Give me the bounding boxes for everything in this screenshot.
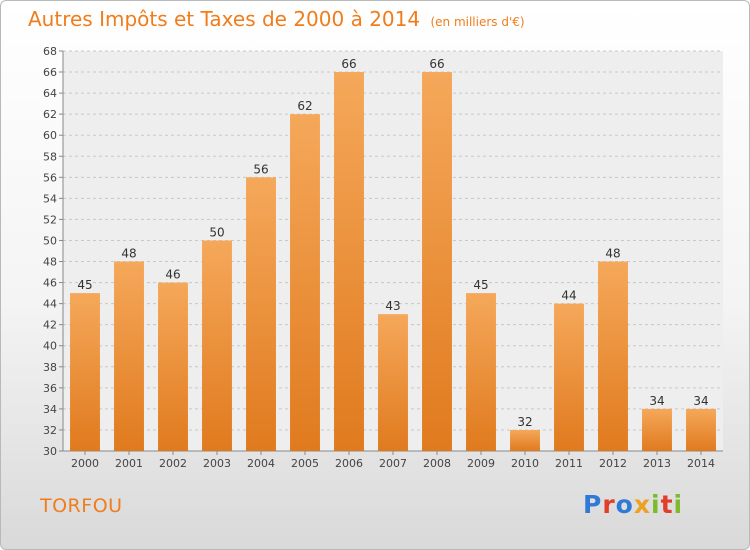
- y-tick-label: 48: [43, 256, 57, 269]
- y-tick-label: 34: [43, 403, 57, 416]
- y-tick-label: 60: [43, 129, 57, 142]
- logo-letter: i: [673, 490, 684, 519]
- data-label: 44: [561, 289, 576, 303]
- logo-letter: t: [660, 490, 674, 519]
- y-tick-label: 40: [43, 340, 57, 353]
- bar: [642, 408, 672, 451]
- y-tick-label: 46: [43, 277, 57, 290]
- bar: [422, 72, 452, 451]
- y-tick-label: 30: [43, 445, 57, 458]
- bar: [554, 303, 584, 451]
- data-label: 48: [121, 247, 136, 261]
- data-label: 66: [341, 57, 356, 71]
- data-label: 50: [209, 225, 224, 239]
- y-tick-label: 38: [43, 361, 57, 374]
- chart-title-text: Autres Impôts et Taxes de 2000 à 2014: [28, 7, 421, 31]
- chart-title: Autres Impôts et Taxes de 2000 à 2014 (e…: [28, 7, 525, 31]
- y-tick-label: 54: [43, 192, 57, 205]
- bar: [114, 261, 144, 451]
- x-tick-label: 2001: [115, 457, 143, 470]
- y-tick-label: 44: [43, 298, 57, 311]
- data-label: 62: [297, 99, 312, 113]
- y-tick-label: 52: [43, 213, 57, 226]
- bar: [466, 293, 496, 451]
- x-tick-label: 2005: [291, 457, 319, 470]
- logo-letter: x: [633, 490, 651, 519]
- bar: [290, 114, 320, 451]
- bar: [202, 240, 232, 451]
- y-tick-label: 62: [43, 108, 57, 121]
- data-label: 48: [605, 247, 620, 261]
- commune-name: TORFOU: [40, 495, 123, 517]
- data-label: 45: [77, 278, 92, 292]
- logo-letter: P: [583, 490, 603, 519]
- logo-letter: i: [651, 490, 661, 519]
- y-tick-label: 56: [43, 171, 57, 184]
- bar: [158, 282, 188, 451]
- y-tick-label: 36: [43, 382, 57, 395]
- y-tick-label: 66: [43, 66, 57, 79]
- bar: [334, 72, 364, 451]
- data-label: 45: [473, 278, 488, 292]
- x-tick-label: 2007: [379, 457, 407, 470]
- chart-subtitle: (en milliers d'€): [430, 15, 525, 29]
- data-label: 32: [517, 415, 532, 429]
- y-tick-label: 64: [43, 87, 57, 100]
- data-label: 56: [253, 162, 268, 176]
- x-tick-label: 2013: [643, 457, 671, 470]
- y-tick-label: 50: [43, 234, 57, 247]
- bar: [510, 429, 540, 451]
- x-tick-label: 2003: [203, 457, 231, 470]
- x-tick-label: 2014: [687, 457, 715, 470]
- data-label: 46: [165, 268, 180, 282]
- x-tick-label: 2002: [159, 457, 187, 470]
- y-tick-label: 32: [43, 424, 57, 437]
- x-tick-label: 2009: [467, 457, 495, 470]
- y-tick-label: 42: [43, 319, 57, 332]
- y-tick-label: 68: [43, 45, 57, 58]
- bar: [686, 408, 716, 451]
- logo-letter: r: [602, 490, 616, 519]
- x-tick-label: 2011: [555, 457, 583, 470]
- logo-letter: o: [615, 490, 634, 519]
- x-tick-label: 2010: [511, 457, 539, 470]
- data-label: 34: [693, 394, 708, 408]
- data-label: 66: [429, 57, 444, 71]
- x-tick-label: 2008: [423, 457, 451, 470]
- data-label: 43: [385, 299, 400, 313]
- proxiti-logo: Proxiti: [583, 490, 683, 519]
- bar: [70, 293, 100, 451]
- x-tick-label: 2012: [599, 457, 627, 470]
- x-tick-label: 2000: [71, 457, 99, 470]
- y-tick-label: 58: [43, 150, 57, 163]
- bar: [378, 314, 408, 451]
- bar: [598, 261, 628, 451]
- data-label: 34: [649, 394, 664, 408]
- bar: [246, 177, 276, 451]
- x-tick-label: 2004: [247, 457, 275, 470]
- x-tick-label: 2006: [335, 457, 363, 470]
